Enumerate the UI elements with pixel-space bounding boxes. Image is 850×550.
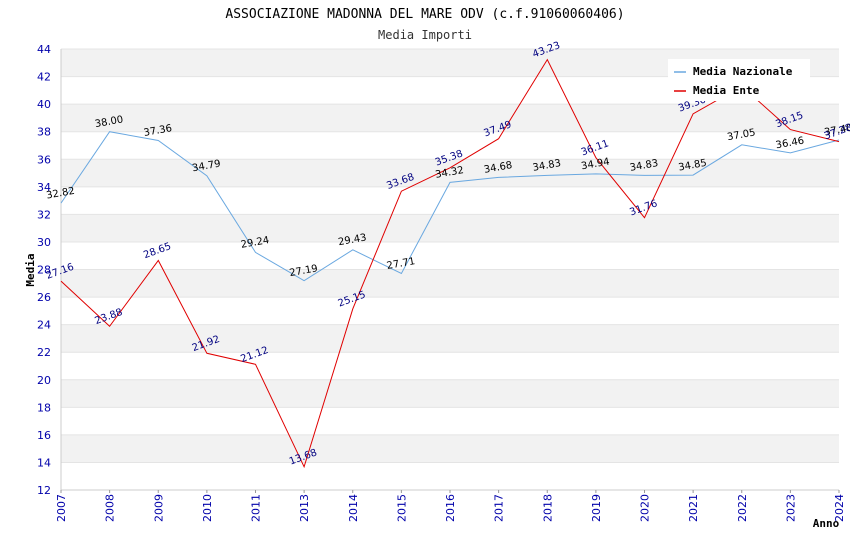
- data-label-media-nazionale: 34.94: [580, 157, 610, 173]
- y-tick-label: 44: [37, 43, 51, 56]
- x-tick-label: 2017: [493, 494, 506, 522]
- data-label-media-nazionale: 34.83: [532, 158, 562, 174]
- legend: Media Nazionale Media Ente: [668, 59, 810, 101]
- series-line-media-ente: [60, 58, 840, 469]
- grid-band: [61, 379, 839, 408]
- data-label-media-nazionale: 34.85: [678, 158, 708, 174]
- grid-band: [61, 462, 839, 490]
- y-tick-label: 38: [37, 126, 51, 139]
- x-tick-label: 2021: [687, 494, 700, 522]
- x-tick-label: 2013: [298, 494, 311, 522]
- x-tick-label: 2014: [347, 494, 360, 522]
- x-tick-label: 2015: [395, 494, 408, 522]
- x-tick-label: 2008: [104, 494, 117, 522]
- y-tick-label: 16: [37, 429, 51, 442]
- data-label-media-nazionale: 38.00: [94, 114, 124, 130]
- y-axis-label: Media: [24, 253, 37, 286]
- x-tick-label: 2018: [541, 494, 554, 522]
- y-tick-label: 32: [37, 208, 51, 221]
- y-tick-label: 22: [37, 346, 51, 359]
- data-label-media-nazionale: 34.83: [629, 158, 659, 174]
- data-label-media-nazionale: 32.82: [46, 186, 76, 202]
- grid-band: [61, 104, 839, 132]
- data-label-media-nazionale: 29.43: [337, 232, 367, 248]
- y-tick-label: 34: [37, 181, 51, 194]
- data-label-media-nazionale: 34.79: [191, 159, 221, 175]
- x-tick-label: 2019: [590, 494, 603, 522]
- series-line-media-nazionale: [60, 131, 840, 282]
- y-tick-label: 24: [37, 319, 51, 332]
- data-label-media-nazionale: 37.36: [143, 123, 173, 139]
- grid-band: [61, 407, 839, 435]
- x-tick-label: 2007: [55, 494, 68, 522]
- x-axis-label: Anno: [813, 517, 840, 530]
- y-tick-label: 14: [37, 456, 51, 469]
- x-tick-label: 2009: [152, 494, 165, 522]
- data-label-media-nazionale: 34.32: [435, 165, 465, 181]
- y-tick-label: 18: [37, 401, 51, 414]
- y-tick-label: 36: [37, 153, 51, 166]
- data-label-media-nazionale: 37.40: [824, 123, 850, 139]
- series-lines: [60, 58, 840, 469]
- x-tick-label: 2016: [444, 494, 457, 522]
- y-tick-label: 30: [37, 236, 51, 249]
- grid-band: [61, 131, 839, 160]
- x-tick-label: 2011: [250, 494, 263, 522]
- chart-subtitle: Media Importi: [378, 28, 472, 42]
- legend-label-media-ente: Media Ente: [693, 84, 760, 97]
- y-tick-label: 28: [37, 264, 51, 277]
- grid-bands: [61, 48, 839, 491]
- grid-band: [61, 297, 839, 325]
- legend-box: [668, 59, 810, 101]
- y-tick-label: 20: [37, 374, 51, 387]
- x-tick-label: 2023: [784, 494, 797, 522]
- y-tick-label: 40: [37, 98, 51, 111]
- grid-band: [61, 269, 839, 298]
- data-label-media-nazionale: 29.24: [240, 235, 270, 251]
- y-tick-label: 26: [37, 291, 51, 304]
- y-tick-label: 12: [37, 484, 51, 497]
- legend-label-media-nazionale: Media Nazionale: [693, 65, 793, 78]
- chart-title: ASSOCIAZIONE MADONNA DEL MARE ODV (c.f.9…: [225, 7, 624, 22]
- data-label-media-nazionale: 34.68: [483, 160, 513, 176]
- grid-band: [61, 186, 839, 215]
- y-tick-label: 42: [37, 71, 51, 84]
- grid-band: [61, 214, 839, 242]
- y-axis-ticks: 12 14 16 18 20 22 24 26 28 30 32 34 36 38 40 42 44: [37, 43, 51, 497]
- data-label-media-nazionale: 37.05: [726, 127, 756, 143]
- grid-band: [61, 352, 839, 380]
- grid-band: [61, 434, 839, 463]
- grid-band: [61, 241, 839, 270]
- data-label-media-nazionale: 27.19: [289, 263, 319, 279]
- data-label-media-nazionale: 27.71: [386, 256, 416, 272]
- x-tick-label: 2024: [833, 494, 846, 522]
- x-axis-ticks: 2007 2008 2009 2010 2011 2013 2014 2015 2016 2017…: [55, 490, 846, 522]
- data-label-media-nazionale: 36.46: [775, 136, 805, 152]
- x-tick-label: 2010: [201, 494, 214, 522]
- grid-band: [61, 324, 839, 353]
- x-tick-label: 2022: [736, 494, 749, 522]
- x-tick-label: 2020: [639, 494, 652, 522]
